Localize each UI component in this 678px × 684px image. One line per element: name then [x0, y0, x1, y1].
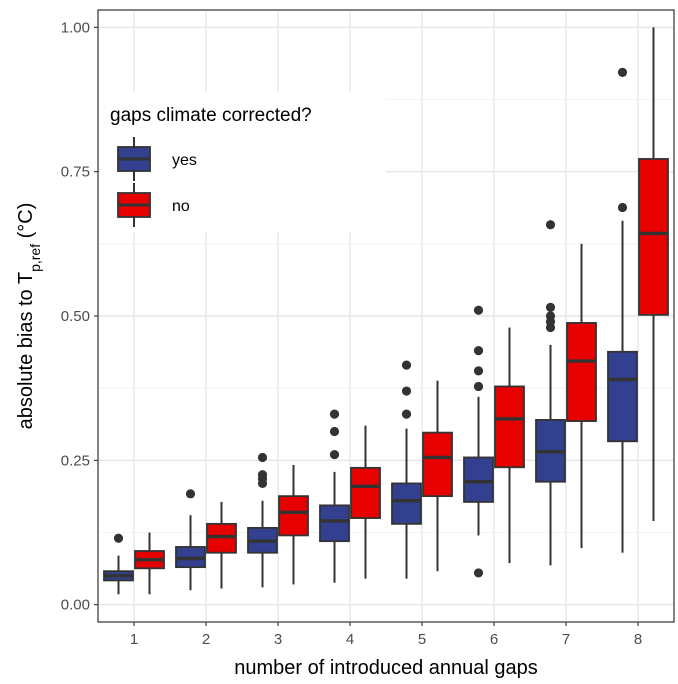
x-tick-label: 4	[346, 631, 354, 648]
outlier-point	[185, 489, 196, 499]
outlier-point	[113, 533, 124, 543]
box-no-7	[566, 243, 597, 549]
box-yes-4	[319, 409, 350, 583]
x-tick-label: 2	[202, 631, 210, 648]
x-tick-label: 5	[418, 631, 426, 648]
box-marks	[103, 27, 669, 595]
box-no-4	[350, 425, 381, 579]
box-no-6	[494, 327, 525, 564]
box-body	[607, 350, 638, 443]
outlier-point	[473, 346, 484, 356]
outlier-point	[329, 449, 340, 460]
box-yes-1	[103, 533, 134, 595]
legend-label-yes: yes	[172, 152, 197, 169]
y-tick-label: 0.75	[61, 164, 90, 181]
box-yes-3	[247, 452, 278, 588]
box-body	[422, 431, 453, 498]
legend-title: gaps climate corrected?	[110, 105, 312, 126]
outlier-point	[545, 220, 556, 230]
box-body	[278, 495, 309, 537]
box-yes-6	[463, 305, 494, 578]
x-tick-label: 3	[274, 631, 282, 648]
x-tick-label: 6	[490, 631, 498, 648]
outlier-point	[617, 67, 628, 77]
box-body	[566, 322, 597, 422]
y-tick-label: 0.25	[61, 452, 90, 469]
box-no-2	[206, 501, 237, 589]
x-tick-label: 7	[562, 631, 570, 648]
box-body	[638, 158, 669, 316]
legend: gaps climate corrected? yes no	[100, 92, 386, 232]
box-body	[319, 504, 350, 543]
y-axis-title-subscript: p,ref	[27, 244, 43, 272]
box-body	[494, 385, 525, 469]
outlier-point	[257, 452, 268, 463]
outlier-point	[473, 305, 484, 315]
y-tick-label: 0.00	[61, 597, 90, 614]
box-yes-5	[391, 360, 422, 579]
outlier-point	[329, 426, 340, 437]
outlier-point	[473, 381, 484, 392]
outlier-point	[257, 470, 268, 480]
box-no-5	[422, 380, 453, 572]
box-no-8	[638, 27, 669, 521]
x-tick-label: 8	[634, 631, 642, 648]
y-tick-label: 0.50	[61, 308, 90, 325]
outlier-point	[545, 311, 556, 321]
box-no-1	[134, 532, 165, 595]
outlier-point	[545, 302, 556, 312]
legend-key-yes: yes	[117, 137, 197, 181]
x-axis-title: number of introduced annual gaps	[234, 657, 538, 679]
outlier-point	[473, 568, 484, 578]
box-body	[463, 456, 494, 503]
box-body	[391, 482, 422, 525]
legend-label-no: no	[172, 198, 190, 215]
outlier-point	[401, 386, 412, 396]
outlier-point	[473, 366, 484, 376]
outlier-point	[617, 202, 628, 213]
axes: 0.00 0.25 0.50 0.75 1.00 1 2 3 4 5 6 7 8	[61, 19, 642, 648]
outlier-point	[401, 409, 412, 419]
box-no-3	[278, 464, 309, 585]
y-axis-title-main: absolute bias to T	[15, 272, 37, 430]
x-tick-label: 1	[130, 631, 138, 648]
box-body	[206, 522, 237, 554]
box-yes-8	[607, 67, 638, 553]
outlier-point	[401, 360, 412, 370]
outlier-point	[329, 409, 340, 419]
box-yes-7	[535, 220, 566, 566]
legend-key-no: no	[117, 183, 190, 227]
y-axis-title-unit: (°C)	[15, 203, 37, 244]
y-tick-label: 1.00	[61, 19, 90, 36]
y-axis-title: absolute bias to Tp,ref (°C)	[15, 203, 43, 430]
box-body	[350, 466, 381, 519]
box-yes-2	[175, 489, 206, 591]
